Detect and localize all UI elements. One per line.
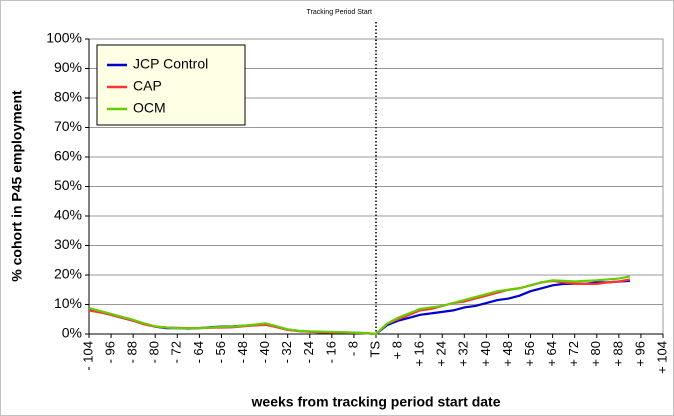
x-tick-label: + 16: [412, 341, 427, 367]
series-line: [88, 275, 631, 336]
x-tick-label: - 88: [125, 341, 140, 363]
legend-label: JCP Control: [133, 56, 208, 72]
x-tick-label: - 104: [80, 341, 95, 371]
y-tick-label: 60%: [54, 148, 82, 164]
y-tick-label: 50%: [54, 177, 82, 193]
x-tick-label: - 72: [169, 341, 184, 363]
y-tick-label: 20%: [54, 266, 82, 282]
y-tick-label: 70%: [54, 118, 82, 134]
annotation-text: Tracking Period Start: [307, 9, 373, 16]
x-tick-label: - 80: [147, 341, 162, 363]
x-tick-label: + 56: [522, 341, 537, 367]
y-tick-label: 40%: [54, 207, 82, 223]
x-tick-label: - 40: [257, 341, 272, 363]
x-tick-label: - 64: [191, 341, 206, 363]
x-tick-label: - 32: [279, 341, 294, 363]
x-tick-label: + 64: [544, 341, 559, 367]
x-tick-label: + 88: [610, 341, 625, 367]
x-tick-label: + 48: [500, 341, 515, 367]
y-tick-label: 10%: [54, 295, 82, 311]
x-axis-label: weeks from tracking period start date: [251, 394, 501, 410]
y-axis-label: % cohort in P45 employment: [9, 90, 25, 282]
x-tick-label: TS: [367, 341, 382, 358]
x-tick-label: + 40: [478, 341, 493, 367]
y-tick-label: 30%: [54, 236, 82, 252]
x-tick-label: + 24: [434, 341, 449, 367]
x-tick-label: - 24: [301, 341, 316, 363]
x-tick-label: - 8: [345, 341, 360, 356]
legend-label: OCM: [133, 100, 166, 116]
legend-box: [96, 44, 246, 126]
x-tick-label: - 16: [323, 341, 338, 363]
y-tick-label: 90%: [54, 59, 82, 75]
x-tick-label: - 96: [103, 341, 118, 363]
x-tick-label: - 48: [235, 341, 250, 363]
x-tick-label: + 96: [632, 341, 647, 367]
x-tick-label: + 80: [588, 341, 603, 367]
y-tick-label: 100%: [46, 30, 82, 46]
y-tick-label: 0%: [62, 325, 82, 341]
x-tick-label: + 104: [654, 341, 669, 374]
y-tick-label: 80%: [54, 89, 82, 105]
x-tick-label: - 56: [213, 341, 228, 363]
legend-label: CAP: [133, 78, 162, 94]
x-tick-label: + 32: [456, 341, 471, 367]
x-tick-label: + 8: [390, 341, 405, 359]
x-tick-label: + 72: [566, 341, 581, 367]
